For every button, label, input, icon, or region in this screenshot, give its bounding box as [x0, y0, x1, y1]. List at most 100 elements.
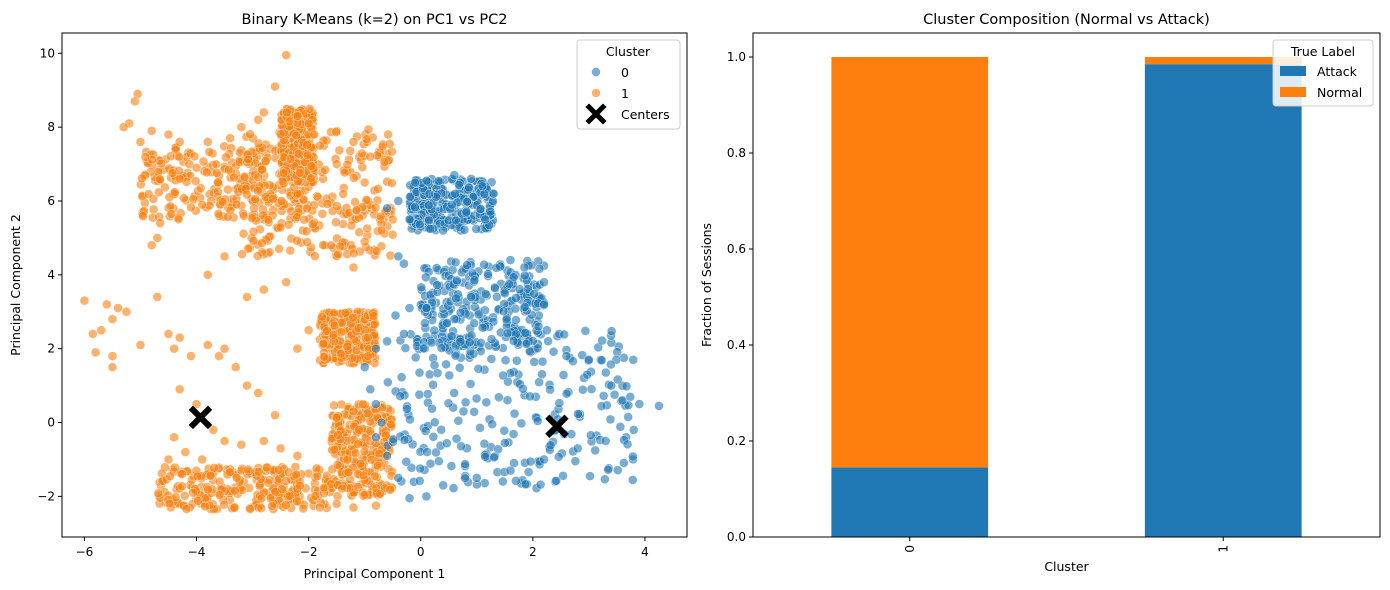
- scatter-point: [596, 401, 607, 411]
- bar-legend-swatch-attack: [1280, 66, 1306, 76]
- scatter-point: [163, 329, 174, 339]
- scatter-axes-frame: [61, 32, 688, 538]
- scatter-point: [525, 391, 535, 402]
- scatter-point: [578, 385, 588, 395]
- bar-legend-label-attack: Attack: [1317, 64, 1358, 79]
- scatter-point: [203, 137, 213, 147]
- scatter-point: [479, 260, 489, 270]
- scatter-point: [379, 157, 390, 167]
- scatter-point: [525, 456, 536, 467]
- scatter-point: [485, 206, 495, 217]
- scatter-point: [311, 463, 322, 474]
- scatter-point: [447, 199, 457, 210]
- scatter-point: [256, 493, 267, 503]
- scatter-point: [137, 173, 147, 184]
- scatter-point: [331, 413, 342, 423]
- scatter-point: [501, 314, 512, 325]
- scatter-point: [454, 180, 464, 190]
- scatter-point: [622, 439, 633, 450]
- scatter-point: [282, 107, 292, 118]
- scatter-point: [500, 355, 511, 366]
- scatter-point: [180, 491, 190, 501]
- scatter-point: [340, 308, 351, 318]
- scatter-point: [534, 377, 544, 387]
- scatter-point: [315, 140, 325, 151]
- scatter-point: [423, 389, 433, 399]
- scatter-point: [598, 391, 609, 401]
- scatter-point: [456, 441, 466, 451]
- scatter-point: [383, 129, 393, 140]
- scatter-point: [502, 328, 513, 339]
- scatter-point: [450, 189, 460, 199]
- scatter-point: [499, 426, 509, 436]
- scatter-point: [387, 229, 398, 240]
- scatter-point: [383, 377, 393, 387]
- scatter-point: [480, 289, 491, 299]
- scatter-y-tick-label: −2: [37, 489, 55, 503]
- scatter-point: [443, 398, 454, 409]
- scatter-point: [212, 168, 222, 178]
- scatter-point: [483, 269, 493, 279]
- scatter-point: [486, 334, 497, 344]
- scatter-point: [539, 277, 549, 287]
- scatter-point: [203, 270, 213, 280]
- scatter-point: [436, 343, 447, 353]
- scatter-point: [603, 465, 613, 475]
- scatter-point: [231, 199, 242, 210]
- scatter-point: [292, 496, 302, 506]
- scatter-point: [385, 484, 395, 495]
- scatter-point: [229, 172, 239, 183]
- scatter-point: [90, 347, 101, 358]
- scatter-point: [328, 330, 339, 340]
- scatter-point: [203, 340, 213, 350]
- scatter-point: [349, 248, 359, 259]
- scatter-point: [253, 115, 263, 125]
- scatter-point: [509, 408, 520, 419]
- scatter-point: [393, 196, 404, 206]
- scatter-y-ticks: −2 0 2 4 6 8 10: [37, 46, 62, 503]
- scatter-point: [415, 463, 425, 474]
- scatter-point: [568, 356, 578, 366]
- scatter-point: [359, 362, 370, 372]
- scatter-point: [480, 452, 490, 462]
- scatter-x-tick-label: −4: [188, 545, 206, 559]
- scatter-point: [319, 352, 329, 362]
- scatter-point: [469, 318, 479, 328]
- scatter-point: [248, 236, 259, 246]
- scatter-point: [573, 409, 583, 419]
- scatter-point: [460, 473, 470, 483]
- scatter-point: [214, 351, 224, 361]
- scatter-point: [498, 306, 509, 316]
- scatter-point: [359, 446, 370, 457]
- scatter-point: [511, 293, 521, 303]
- scatter-point: [163, 454, 174, 465]
- scatter-point: [388, 434, 399, 445]
- scatter-point: [277, 484, 287, 494]
- scatter-point: [152, 292, 162, 302]
- scatter-point: [357, 148, 367, 159]
- scatter-point: [331, 159, 342, 169]
- scatter-point: [537, 356, 548, 367]
- scatter-point: [140, 152, 151, 162]
- scatter-point: [281, 476, 291, 486]
- scatter-point: [426, 337, 437, 348]
- scatter-point: [551, 476, 561, 486]
- scatter-point: [333, 249, 343, 259]
- scatter-point: [480, 214, 490, 225]
- scatter-point: [395, 391, 405, 401]
- scatter-point: [152, 233, 162, 243]
- scatter-point: [511, 476, 521, 486]
- scatter-point: [613, 465, 623, 475]
- scatter-point: [170, 187, 180, 197]
- scatter-point: [449, 388, 459, 398]
- scatter-point: [342, 341, 353, 352]
- scatter-legend-marker-1: [591, 88, 601, 98]
- scatter-point: [438, 480, 448, 491]
- scatter-point: [520, 328, 531, 338]
- scatter-point: [130, 96, 140, 107]
- scatter-point: [363, 124, 374, 135]
- bar-x-tick-label: 0: [903, 545, 917, 553]
- scatter-point: [619, 458, 629, 468]
- scatter-point: [427, 404, 437, 414]
- scatter-point: [433, 176, 444, 186]
